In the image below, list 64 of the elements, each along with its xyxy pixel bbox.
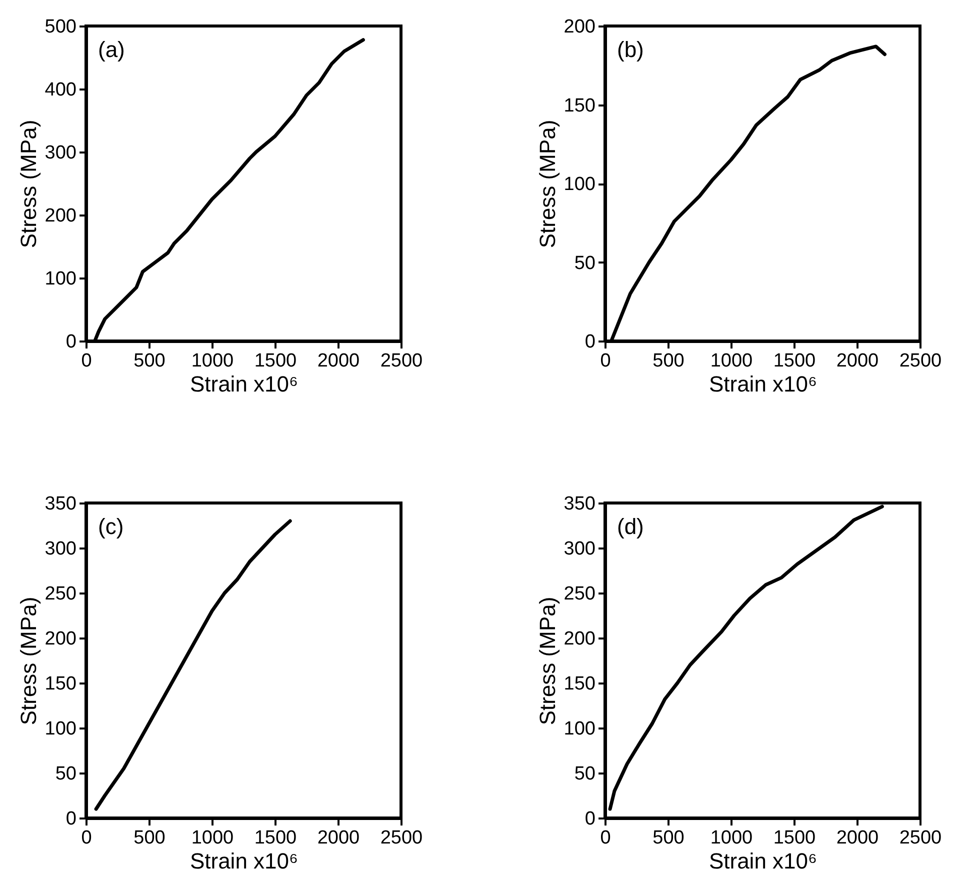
annotation: (a) [98,37,125,62]
x-tick-label: 1000 [191,828,234,848]
x-axis-title: Strain x10⁶ [708,372,818,396]
y-axis-title: Stress (MPa) [534,596,560,726]
x-axis-title: Strain x10⁶ [708,848,818,874]
x-tick-label: 1500 [773,350,816,372]
x-tick-label: 2000 [836,350,879,372]
x-tick-label: 500 [134,350,166,372]
y-tick-label: 100 [44,268,76,290]
y-tick-label: 500 [44,16,76,38]
y-tick-label: 300 [44,142,76,164]
x-tick-label: 0 [81,350,92,372]
annotation: (b) [617,37,644,62]
y-tick-label: 100 [564,718,596,740]
x-tick-label: 500 [652,828,684,848]
x-tick-label: 500 [134,828,166,848]
y-tick-label: 50 [55,764,76,784]
y-tick-label: 250 [564,584,596,604]
y-tick-label: 400 [44,80,76,100]
y-tick-label: 250 [44,584,76,604]
y-tick-label: 0 [584,808,596,830]
x-tick-label: 500 [652,350,684,372]
x-axis-title: Strain x10⁶ [190,848,298,874]
x-tick-label: 1500 [773,828,816,848]
y-tick-label: 0 [584,332,596,352]
y-tick-label: 200 [564,628,596,650]
y-tick-label: 300 [44,538,76,560]
x-tick-label: 1000 [710,828,753,848]
x-tick-label: 1000 [191,350,234,372]
y-tick-label: 350 [44,494,76,514]
x-axis-title: Strain x10⁶ [190,372,298,396]
y-tick-label: 0 [66,332,76,352]
y-tick-label: 150 [564,674,596,694]
y-axis-title: Stress (MPa) [16,120,41,248]
y-tick-label: 300 [564,538,596,560]
y-tick-label: 350 [564,494,596,514]
line-series [94,519,292,811]
x-tick-label: 0 [81,828,92,848]
y-tick-label: 200 [44,206,76,226]
x-tick-label: 0 [600,350,611,372]
x-tick-label: 0 [600,828,611,848]
x-tick-label: 2000 [317,828,360,848]
x-tick-label: 2500 [380,350,423,372]
y-tick-label: 150 [564,95,596,116]
x-tick-label: 2000 [836,828,879,848]
annotation: (c) [98,514,124,539]
y-tick-label: 150 [44,674,76,694]
x-tick-label: 1500 [254,828,297,848]
x-tick-label: 1000 [710,350,753,372]
y-tick-label: 100 [44,718,76,740]
y-tick-label: 100 [564,174,596,195]
y-tick-label: 50 [574,764,596,784]
y-tick-label: 50 [574,252,596,274]
y-tick-label: 200 [564,16,596,38]
x-tick-label: 2500 [899,828,942,848]
y-tick-label: 0 [66,808,76,830]
y-axis-title: Stress (MPa) [534,120,560,248]
y-axis-title: Stress (MPa) [16,596,41,726]
x-tick-label: 2500 [380,828,423,848]
x-tick-label: 2000 [317,350,360,372]
x-tick-label: 1500 [254,350,297,372]
annotation: (d) [617,514,644,539]
y-tick-label: 200 [44,628,76,650]
x-tick-label: 2500 [899,350,942,372]
